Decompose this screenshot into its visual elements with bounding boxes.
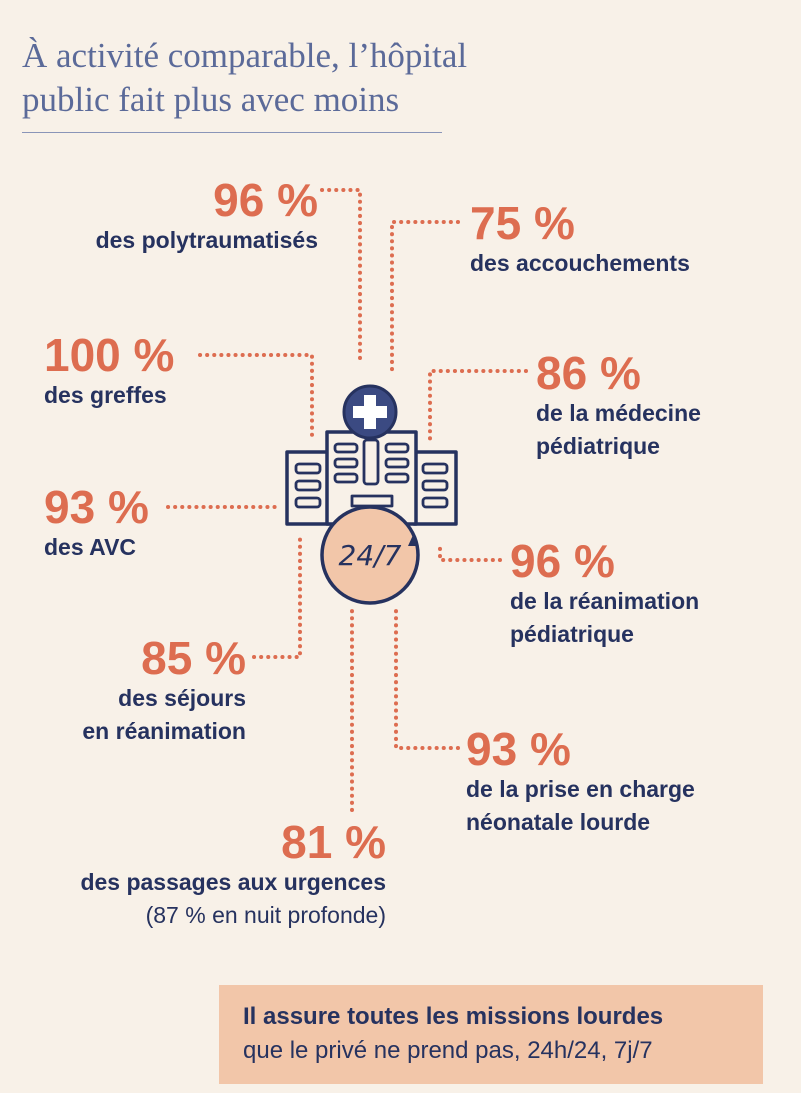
stat-label: néonatale lourde <box>466 809 651 835</box>
stat-percent: 85 % <box>141 632 246 684</box>
stat-label: des accouchements <box>470 250 690 276</box>
callout-box: Il assure toutes les missions lourdes qu… <box>219 985 763 1084</box>
stat-urgences: 81 % des passages aux urgences (87 % en … <box>80 818 386 932</box>
stat-label: de la médecine <box>536 400 701 426</box>
stat-percent: 93 % <box>466 723 571 775</box>
stat-label: en réanimation <box>82 718 246 744</box>
title-line-2: public fait plus avec moins <box>22 80 400 119</box>
title-line-1: À activité comparable, l’hôpital <box>22 36 468 75</box>
connector-greffes <box>198 353 314 442</box>
page-title: À activité comparable, l’hôpital public … <box>22 34 582 122</box>
stat-percent: 86 % <box>536 347 641 399</box>
stat-greffes: 100 % des greffes <box>44 331 174 412</box>
connector-rea-ped <box>438 546 502 562</box>
stat-label: des AVC <box>44 534 137 560</box>
stat-percent: 96 % <box>510 535 615 587</box>
stat-medecine-pediatrique: 86 % de la médecine pédiatrique <box>536 349 776 463</box>
callout-line-2: que le privé ne prend pas, 24h/24, 7j/7 <box>243 1037 653 1064</box>
stat-percent: 96 % <box>213 174 318 226</box>
stat-percent: 93 % <box>44 481 149 533</box>
stat-note: (87 % en nuit profonde) <box>145 902 386 928</box>
stat-label: des passages aux urgences <box>80 869 386 895</box>
stat-percent: 75 % <box>470 197 575 249</box>
stat-label: des polytraumatisés <box>95 227 318 253</box>
stat-sejours-reanimation: 85 % des séjours en réanimation <box>82 634 246 748</box>
stat-neonatale: 93 % de la prise en charge néonatale lou… <box>466 725 786 839</box>
connector-polytrauma <box>320 188 362 362</box>
stat-label: de la réanimation <box>510 588 700 614</box>
stat-label: de la prise en charge <box>466 776 695 802</box>
connector-sejours <box>252 533 302 659</box>
stat-label: des greffes <box>44 382 167 408</box>
stat-avc: 93 % des AVC <box>44 483 149 564</box>
stat-percent: 81 % <box>281 816 386 868</box>
stat-label: pédiatrique <box>536 433 660 459</box>
medical-cross-icon <box>342 384 398 440</box>
stat-polytrauma: 96 % des polytraumatisés <box>96 176 318 257</box>
badge-24-7: 24/7 <box>339 539 402 572</box>
stat-label: pédiatrique <box>510 621 634 647</box>
stat-accouchements: 75 % des accouchements <box>470 199 770 280</box>
stat-label: des séjours <box>118 685 246 711</box>
callout-line-1: Il assure toutes les missions lourdes <box>243 1003 664 1030</box>
connector-accouchements <box>390 220 460 377</box>
title-underline <box>22 132 442 133</box>
connector-neonat <box>394 608 460 750</box>
clock-24-7-icon: 24/7 <box>320 505 420 605</box>
stat-reanimation-pediatrique: 96 % de la réanimation pédiatrique <box>510 537 780 651</box>
connector-med-ped <box>428 369 528 442</box>
stat-percent: 100 % <box>44 329 175 381</box>
